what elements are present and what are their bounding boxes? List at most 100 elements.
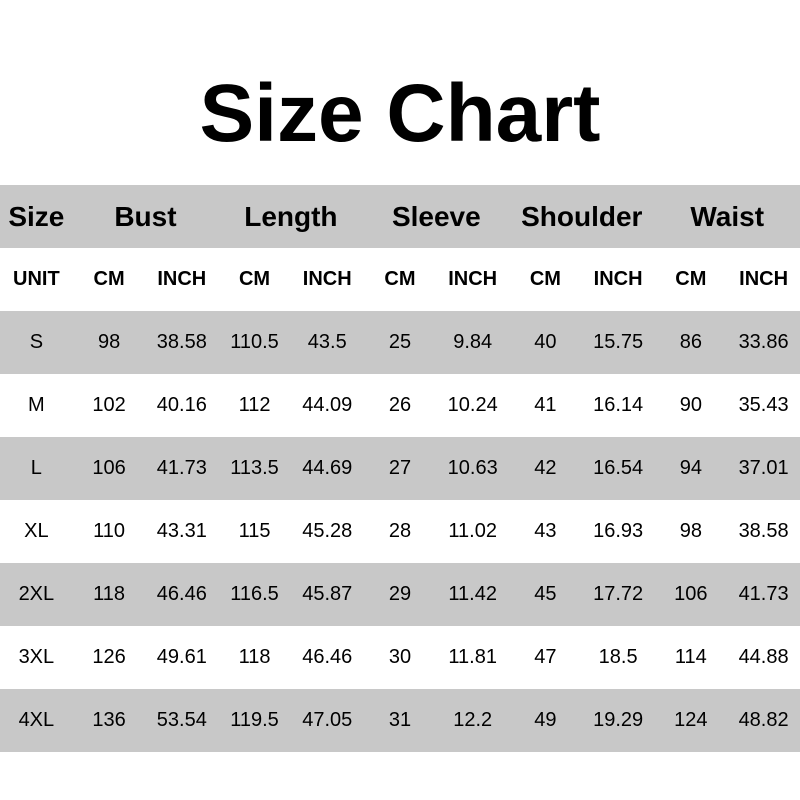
measurement-cell: 10.63: [447, 457, 498, 479]
measurement-cell: 26: [388, 394, 412, 416]
measurement-cell: 42: [534, 457, 557, 479]
group-header-bust: Bust: [114, 200, 177, 232]
unit-cell: INCH: [157, 268, 207, 290]
measurement-cell: 38.58: [156, 331, 207, 353]
measurement-cell: 16.93: [593, 520, 644, 542]
size-label-cell: M: [28, 394, 45, 416]
measurement-cell: 33.86: [738, 331, 789, 353]
unit-cell: CM: [384, 268, 416, 290]
measurement-cell: 43: [534, 520, 557, 542]
measurement-cell: 16.54: [593, 457, 644, 479]
group-header-waist: Waist: [690, 200, 765, 232]
measurement-cell: 28: [388, 520, 412, 542]
measurement-cell: 37.01: [738, 457, 789, 479]
size-row-2xl: 2XL 118 46.46 116.5 45.87 29 11.42 45 17.72 106 41…: [0, 563, 800, 626]
measurement-cell: 43.31: [156, 520, 207, 542]
measurement-cell: 11.42: [448, 583, 497, 605]
measurement-cell: 115: [238, 520, 271, 542]
measurement-cell: 44.09: [302, 394, 353, 416]
unit-row: UNIT CM INCH CM INCH CM INCH CM INCH CM INCH: [0, 248, 800, 311]
measurement-cell: 15.75: [593, 331, 644, 353]
measurement-cell: 45.87: [302, 583, 353, 605]
size-row-l: L 106 41.73 113.5 44.69 27 10.63 42 16.54 94 37.01: [0, 437, 800, 500]
unit-cell: INCH: [448, 268, 498, 290]
measurement-cell: 44.88: [738, 646, 789, 668]
size-label-cell: S: [29, 331, 44, 353]
measurement-cell: 112: [238, 394, 271, 416]
group-header-sleeve: Sleeve: [391, 200, 481, 232]
measurement-cell: 48.82: [738, 709, 789, 731]
measurement-cell: 38.58: [738, 520, 789, 542]
unit-cell: INCH: [302, 268, 352, 290]
group-header-row: Size Bust Length Sleeve Shoulder Waist: [0, 185, 800, 248]
measurement-cell: 124: [674, 709, 708, 731]
measurement-cell: 45.28: [302, 520, 353, 542]
measurement-cell: 46.46: [156, 583, 207, 605]
unit-cell: CM: [238, 268, 271, 290]
measurement-cell: 17.72: [593, 583, 644, 605]
measurement-cell: 47.05: [302, 709, 353, 731]
size-row-xl: XL 110 43.31 115 45.28 28 11.02 43 16.93 98 38.58: [0, 500, 800, 563]
measurement-cell: 110.5: [230, 331, 279, 353]
page-title: Size Chart: [199, 68, 601, 159]
size-chart-table-head: Size Bust Length Sleeve Shoulder Waist: [0, 185, 800, 248]
unit-cell: INCH: [739, 268, 789, 290]
size-label-cell: 2XL: [18, 583, 55, 605]
unit-label-cell: UNIT: [13, 268, 60, 290]
group-header-length: Length: [244, 200, 338, 232]
measurement-cell: 12.2: [453, 709, 493, 731]
measurement-cell: 47: [534, 646, 557, 668]
measurement-cell: 43.5: [307, 331, 347, 353]
measurement-cell: 41: [534, 394, 557, 416]
measurement-cell: 49: [534, 709, 557, 731]
measurement-cell: 9.84: [453, 331, 493, 353]
measurement-cell: 44.69: [302, 457, 353, 479]
measurement-cell: 53.54: [156, 709, 207, 731]
size-label-cell: L: [30, 457, 42, 479]
size-row-3xl: 3XL 126 49.61 118 46.46 30 11.81 47 18.5 114 44.88: [0, 626, 800, 689]
measurement-cell: 31: [388, 709, 412, 731]
size-row-4xl: 4XL 136 53.54 119.5 47.05 31 12.2 49 19.29 124 48.…: [0, 689, 800, 752]
unit-cell: CM: [529, 268, 561, 290]
size-chart-table-body: UNIT CM INCH CM INCH CM INCH CM INCH CM INCH S 98 38.…: [0, 248, 800, 752]
measurement-cell: 114: [674, 646, 707, 668]
measurement-cell: 136: [92, 709, 126, 731]
measurement-cell: 102: [92, 394, 126, 416]
measurement-cell: 118: [93, 583, 126, 605]
measurement-cell: 41.73: [156, 457, 207, 479]
measurement-cell: 98: [97, 331, 121, 353]
group-header-shoulder: Shoulder: [521, 200, 643, 232]
unit-cell: CM: [675, 268, 707, 290]
size-label-cell: 4XL: [18, 709, 55, 731]
measurement-cell: 45: [534, 583, 557, 605]
measurement-cell: 30: [388, 646, 412, 668]
measurement-cell: 18.5: [598, 646, 638, 668]
measurement-cell: 90: [679, 394, 702, 416]
measurement-cell: 16.14: [593, 394, 644, 416]
measurement-cell: 94: [679, 457, 702, 479]
measurement-cell: 113.5: [230, 457, 279, 479]
measurement-cell: 35.43: [738, 394, 789, 416]
measurement-cell: 10.24: [447, 394, 498, 416]
measurement-cell: 41.73: [738, 583, 789, 605]
measurement-cell: 40.16: [156, 394, 207, 416]
measurement-cell: 11.81: [448, 646, 497, 668]
group-header-size: Size: [8, 200, 65, 232]
measurement-cell: 25: [388, 331, 412, 353]
size-chart-page: Size Chart Size Bust Length Sleeve Shoulder W…: [0, 68, 800, 752]
measurement-cell: 19.29: [593, 709, 644, 731]
measurement-cell: 27: [388, 457, 412, 479]
size-row-s: S 98 38.58 110.5 43.5 25 9.84 40 15.75 86 33.86: [0, 311, 800, 374]
measurement-cell: 29: [388, 583, 412, 605]
measurement-cell: 98: [679, 520, 702, 542]
measurement-cell: 106: [92, 457, 126, 479]
measurement-cell: 110: [93, 520, 126, 542]
measurement-cell: 118: [238, 646, 271, 668]
measurement-cell: 106: [674, 583, 708, 605]
measurement-cell: 11.02: [448, 520, 497, 542]
measurement-cell: 49.61: [156, 646, 207, 668]
size-row-m: M 102 40.16 112 44.09 26 10.24 41 16.14 90 35.43: [0, 374, 800, 437]
size-chart-table: Size Bust Length Sleeve Shoulder Waist UNIT CM…: [0, 185, 800, 752]
unit-cell: CM: [93, 268, 125, 290]
measurement-cell: 126: [92, 646, 126, 668]
